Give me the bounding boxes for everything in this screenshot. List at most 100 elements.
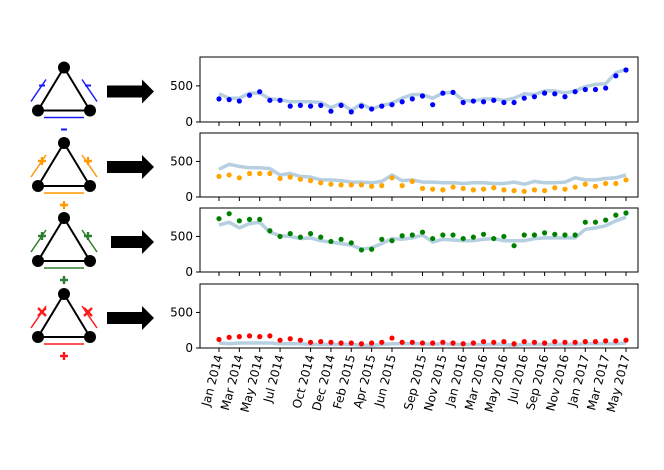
arrow-icon bbox=[107, 306, 154, 330]
data-point bbox=[450, 89, 456, 95]
data-point bbox=[542, 230, 548, 236]
data-point bbox=[592, 183, 599, 189]
data-point bbox=[521, 339, 527, 345]
data-point bbox=[358, 182, 365, 188]
data-point bbox=[267, 170, 273, 177]
data-point bbox=[236, 175, 242, 181]
data-point bbox=[582, 181, 588, 187]
data-point bbox=[216, 173, 222, 179]
data-point bbox=[267, 228, 273, 234]
data-point bbox=[562, 232, 568, 238]
data-point bbox=[419, 340, 426, 346]
edge-sign-line-left bbox=[30, 154, 47, 178]
data-point bbox=[450, 184, 456, 190]
data-point bbox=[328, 339, 334, 345]
data-point bbox=[257, 334, 263, 340]
data-point bbox=[491, 97, 497, 103]
data-point bbox=[572, 89, 578, 95]
data-point bbox=[399, 99, 405, 105]
data-point bbox=[562, 339, 568, 345]
data-point bbox=[572, 339, 578, 345]
data-point bbox=[511, 99, 517, 106]
data-point bbox=[470, 98, 476, 104]
data-point bbox=[491, 339, 497, 345]
triad-node-icon bbox=[58, 61, 70, 74]
data-point bbox=[226, 97, 232, 103]
data-point bbox=[358, 341, 365, 347]
data-point bbox=[613, 212, 619, 218]
edge-sign-line-right bbox=[81, 79, 98, 102]
data-point bbox=[572, 184, 578, 190]
y-tick-label: 500 bbox=[170, 229, 193, 243]
data-point bbox=[318, 339, 324, 345]
triad-node-icon bbox=[32, 331, 44, 343]
data-point bbox=[623, 177, 629, 183]
data-point bbox=[592, 219, 599, 225]
data-point bbox=[501, 187, 507, 193]
arrow-icon bbox=[111, 230, 154, 254]
triad-node-icon bbox=[84, 255, 96, 267]
triad-node-icon bbox=[84, 104, 96, 117]
triad-node-icon bbox=[84, 331, 96, 343]
data-point bbox=[603, 85, 609, 91]
data-point bbox=[419, 93, 426, 99]
triad-node-icon bbox=[84, 180, 96, 192]
series-line bbox=[218, 67, 627, 113]
data-point bbox=[501, 99, 507, 106]
y-tick-label: 0 bbox=[185, 115, 193, 129]
data-point bbox=[531, 94, 538, 100]
data-point bbox=[389, 102, 395, 108]
data-point bbox=[460, 341, 466, 347]
data-point bbox=[603, 180, 609, 187]
data-point bbox=[592, 339, 599, 345]
data-point bbox=[470, 340, 476, 346]
data-point bbox=[511, 188, 517, 194]
triad-triangle-icon bbox=[36, 292, 92, 338]
data-point bbox=[480, 231, 487, 237]
edge-sign-line-left bbox=[30, 229, 47, 253]
data-point bbox=[358, 247, 365, 253]
data-point bbox=[328, 108, 334, 114]
data-point bbox=[521, 95, 527, 101]
data-point bbox=[338, 340, 344, 346]
series-line bbox=[218, 215, 627, 251]
y-tick-label: 0 bbox=[185, 341, 193, 355]
data-point bbox=[511, 341, 517, 347]
data-point bbox=[460, 185, 466, 192]
data-point bbox=[389, 238, 395, 244]
data-point bbox=[297, 102, 303, 108]
data-point bbox=[419, 185, 426, 192]
data-point bbox=[542, 188, 548, 194]
data-point bbox=[552, 91, 558, 97]
data-point bbox=[236, 98, 242, 104]
data-point bbox=[501, 339, 507, 345]
data-point bbox=[430, 340, 436, 346]
data-point bbox=[511, 243, 517, 249]
data-point bbox=[582, 86, 588, 93]
data-point bbox=[470, 187, 476, 193]
data-point bbox=[501, 233, 507, 240]
data-point bbox=[369, 340, 375, 346]
data-point bbox=[552, 185, 558, 191]
data-point bbox=[389, 335, 395, 341]
data-point bbox=[409, 232, 415, 238]
triad-node-icon bbox=[58, 288, 70, 300]
data-point bbox=[369, 106, 375, 112]
data-point bbox=[277, 337, 283, 343]
data-point bbox=[287, 231, 293, 237]
data-point bbox=[277, 175, 283, 182]
arrow-icon bbox=[107, 155, 154, 179]
triad-node-icon bbox=[32, 180, 44, 192]
arrow-icon bbox=[107, 79, 154, 104]
y-tick-label: 0 bbox=[185, 190, 193, 204]
data-point bbox=[542, 90, 548, 96]
data-point bbox=[338, 102, 344, 108]
triad-triangle-icon bbox=[36, 141, 92, 187]
data-point bbox=[613, 180, 619, 187]
data-point bbox=[287, 336, 293, 342]
data-point bbox=[307, 231, 314, 237]
triad-node-icon bbox=[58, 212, 70, 224]
data-point bbox=[348, 182, 354, 188]
data-point bbox=[297, 337, 303, 343]
